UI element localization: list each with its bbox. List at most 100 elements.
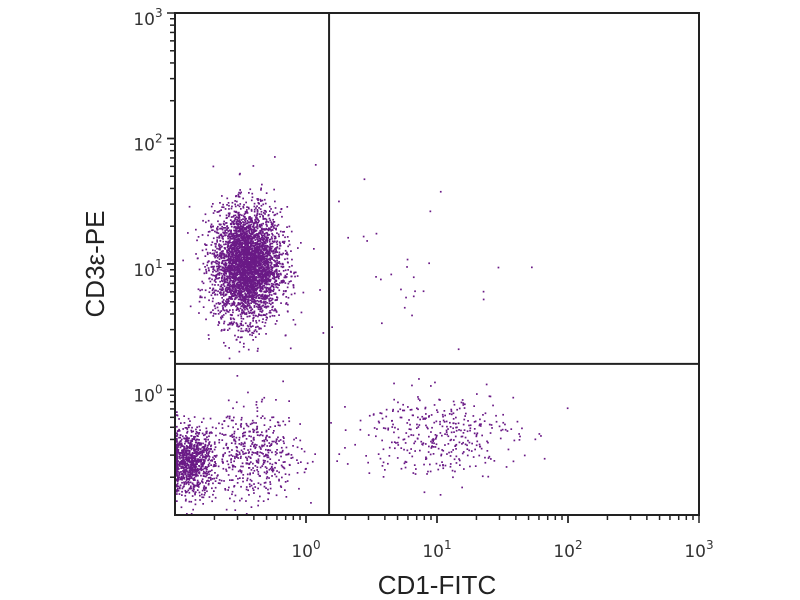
data-point bbox=[263, 325, 266, 327]
data-point bbox=[244, 259, 246, 261]
data-point bbox=[219, 202, 221, 204]
data-point bbox=[199, 494, 201, 497]
data-point bbox=[266, 237, 268, 240]
data-point bbox=[273, 256, 276, 258]
data-point bbox=[290, 230, 293, 233]
data-point bbox=[271, 224, 274, 227]
data-point bbox=[251, 288, 254, 291]
data-point bbox=[253, 254, 256, 256]
data-point bbox=[182, 455, 184, 457]
data-point bbox=[231, 255, 234, 257]
data-point bbox=[222, 252, 225, 255]
data-point bbox=[222, 291, 225, 293]
data-point bbox=[254, 244, 257, 246]
data-point bbox=[248, 218, 250, 220]
data-point bbox=[238, 287, 240, 290]
data-point bbox=[176, 445, 178, 448]
data-point bbox=[180, 476, 183, 478]
data-point bbox=[218, 303, 221, 305]
data-point bbox=[235, 475, 237, 477]
data-point bbox=[248, 303, 251, 305]
data-point bbox=[187, 417, 190, 420]
data-point bbox=[221, 252, 224, 255]
data-point bbox=[185, 466, 188, 469]
data-point bbox=[261, 250, 264, 253]
data-point bbox=[200, 463, 203, 466]
data-point bbox=[242, 231, 245, 234]
data-point bbox=[220, 272, 223, 275]
data-point bbox=[278, 275, 280, 277]
data-point bbox=[214, 284, 216, 286]
data-point bbox=[190, 448, 193, 451]
data-point bbox=[232, 272, 234, 275]
data-point bbox=[238, 205, 241, 208]
data-point bbox=[213, 210, 216, 212]
data-point bbox=[267, 250, 270, 253]
data-point bbox=[228, 204, 230, 207]
data-point bbox=[272, 416, 275, 419]
data-point bbox=[177, 470, 179, 473]
data-point bbox=[253, 306, 256, 308]
data-point bbox=[274, 260, 276, 262]
data-point bbox=[270, 270, 273, 273]
data-point bbox=[203, 462, 205, 465]
data-point bbox=[268, 205, 271, 208]
data-point bbox=[258, 202, 260, 205]
data-point bbox=[262, 288, 264, 290]
data-point bbox=[256, 460, 258, 463]
data-point bbox=[242, 318, 245, 320]
data-point bbox=[283, 280, 285, 282]
data-point bbox=[264, 253, 266, 256]
data-point bbox=[260, 275, 263, 278]
data-point bbox=[261, 287, 264, 289]
data-point bbox=[240, 287, 242, 290]
data-point bbox=[212, 165, 215, 168]
data-point bbox=[244, 297, 247, 300]
data-point bbox=[237, 325, 240, 328]
data-point bbox=[259, 310, 261, 313]
data-point bbox=[237, 251, 240, 254]
data-point bbox=[260, 189, 262, 191]
data-point bbox=[238, 263, 241, 266]
data-point bbox=[177, 466, 179, 469]
data-point bbox=[275, 241, 278, 244]
data-point bbox=[258, 273, 261, 276]
data-point bbox=[239, 457, 242, 459]
data-point bbox=[214, 456, 217, 458]
data-point bbox=[256, 284, 259, 286]
data-point bbox=[189, 467, 192, 469]
data-point bbox=[240, 258, 242, 261]
data-point bbox=[257, 199, 259, 202]
data-point bbox=[270, 262, 273, 264]
data-point bbox=[237, 204, 239, 207]
data-point bbox=[261, 255, 264, 258]
data-point bbox=[238, 439, 241, 441]
data-point bbox=[235, 227, 237, 230]
data-point bbox=[233, 269, 236, 271]
data-point bbox=[230, 321, 233, 324]
data-point bbox=[213, 448, 216, 451]
data-point bbox=[271, 232, 273, 235]
data-point bbox=[223, 480, 225, 482]
data-point bbox=[234, 217, 237, 219]
data-point bbox=[242, 324, 244, 327]
data-point bbox=[263, 273, 266, 276]
data-point bbox=[268, 302, 271, 305]
data-point bbox=[246, 253, 249, 255]
data-point bbox=[256, 225, 258, 227]
data-point bbox=[192, 430, 194, 433]
data-point bbox=[184, 461, 187, 463]
data-point bbox=[181, 459, 184, 462]
data-point bbox=[230, 229, 232, 232]
data-point bbox=[233, 280, 236, 283]
data-point bbox=[208, 480, 210, 482]
data-point bbox=[242, 281, 244, 284]
data-point bbox=[252, 311, 254, 314]
data-point bbox=[273, 249, 275, 252]
data-point bbox=[246, 303, 249, 306]
data-point bbox=[246, 263, 249, 265]
data-point bbox=[256, 350, 259, 352]
data-point bbox=[281, 263, 284, 265]
data-point bbox=[201, 449, 204, 452]
data-point bbox=[258, 225, 261, 228]
